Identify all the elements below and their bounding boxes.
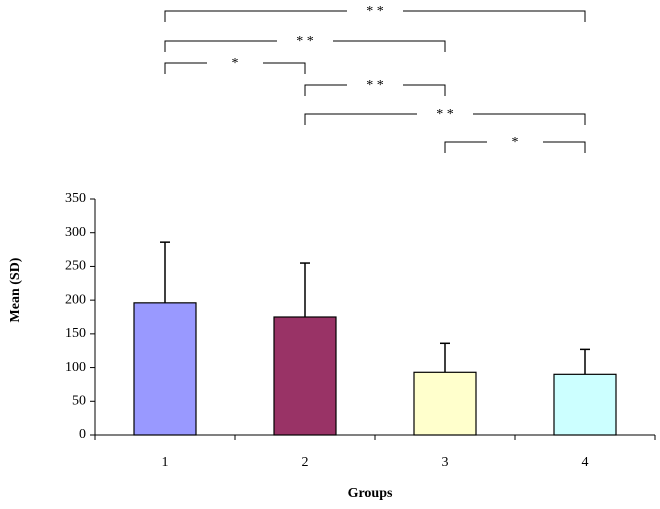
- significance-bracket: [444, 141, 586, 153]
- y-tick-label: 0: [79, 427, 86, 442]
- x-tick-label: 1: [162, 455, 169, 470]
- x-tick-label: 2: [302, 455, 309, 470]
- significance-bracket: [164, 62, 306, 74]
- significance-label: * *: [296, 34, 314, 49]
- y-tick-label: 300: [65, 225, 86, 240]
- bar: [413, 371, 477, 436]
- x-axis-label: Groups: [348, 486, 393, 501]
- significance-label: * *: [436, 107, 454, 122]
- significance-label: * *: [366, 4, 384, 19]
- x-tick-label: 4: [582, 455, 589, 470]
- significance-bracket: [304, 113, 586, 125]
- bar: [553, 373, 617, 436]
- significance-label: *: [512, 135, 519, 150]
- y-tick-label: 100: [65, 360, 86, 375]
- y-tick-label: 200: [65, 292, 86, 307]
- significance-bracket: [164, 10, 586, 22]
- significance-bracket: [304, 84, 446, 96]
- bar: [273, 316, 337, 436]
- significance-bracket: [164, 40, 446, 52]
- y-tick-label: 150: [65, 326, 86, 341]
- y-tick-label: 50: [72, 394, 86, 409]
- significance-label: *: [232, 56, 239, 71]
- x-tick-label: 3: [442, 455, 449, 470]
- y-axis-label: Mean (SD): [8, 257, 23, 322]
- y-tick-label: 250: [65, 259, 86, 274]
- y-tick-label: 350: [65, 191, 86, 206]
- significance-label: * *: [366, 78, 384, 93]
- bar: [133, 302, 197, 436]
